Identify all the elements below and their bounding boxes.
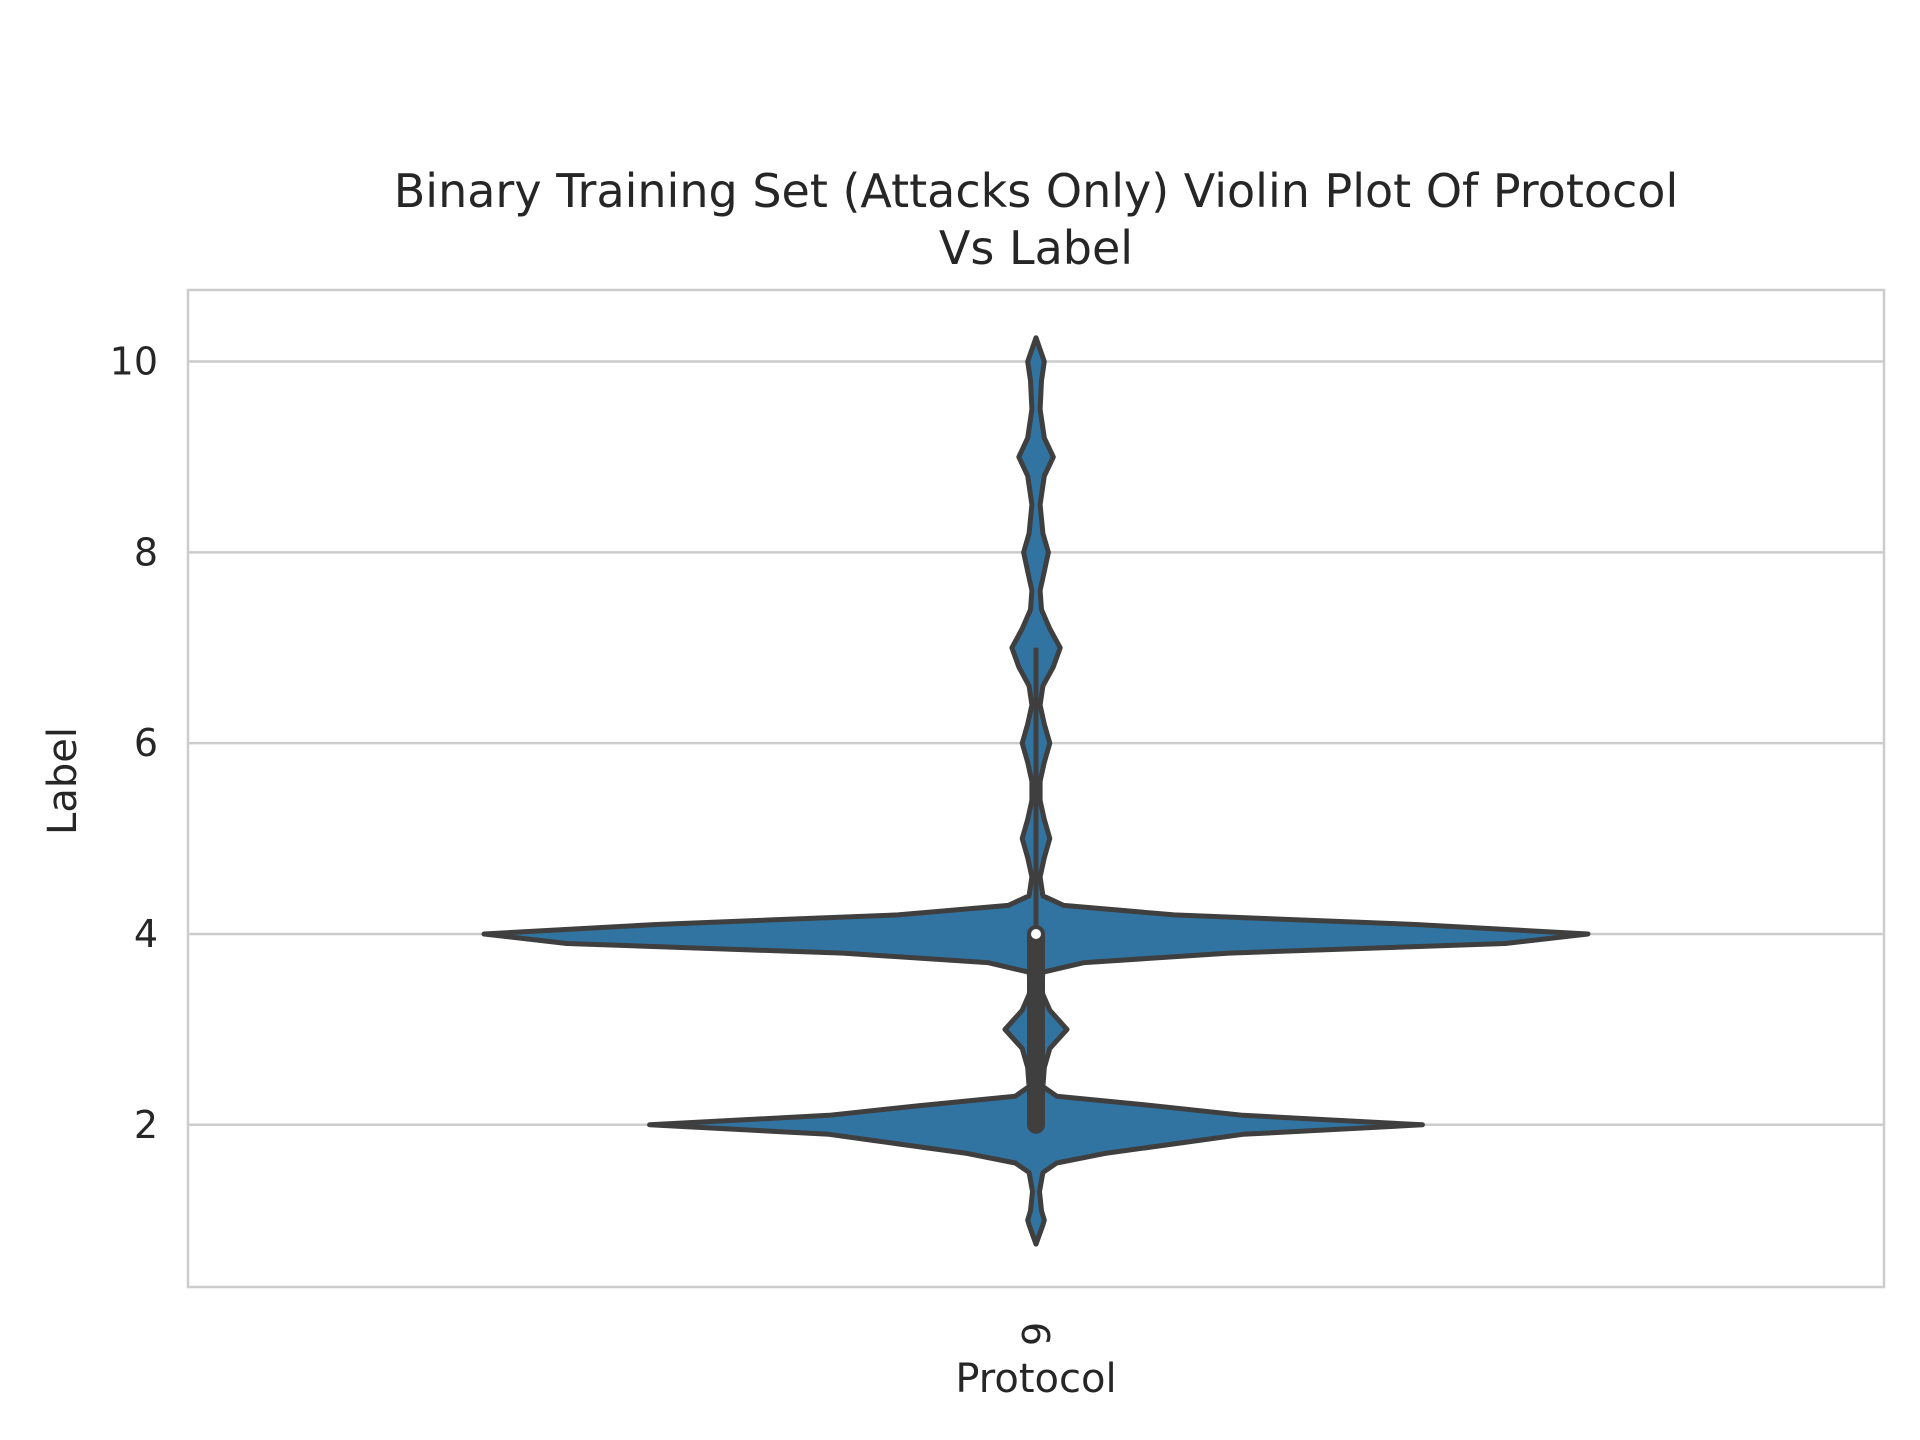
x-tick-label: 6 <box>1013 1322 1057 1346</box>
y-tick-label: 10 <box>110 340 158 384</box>
y-tick-label: 8 <box>134 530 158 574</box>
y-axis-label: Label <box>40 727 86 835</box>
y-tick-label: 2 <box>134 1103 158 1147</box>
median-dot <box>1031 928 1041 939</box>
y-tick-label: 6 <box>134 721 158 765</box>
plot-frame <box>186 288 1886 1289</box>
y-tick-labels: 2 4 6 8 10 <box>110 340 158 1147</box>
x-axis-label: Protocol <box>955 1356 1116 1402</box>
x-tick-labels: 6 <box>1013 1322 1057 1346</box>
chart-title-line-1: Binary Training Set (Attacks Only) Violi… <box>394 164 1678 218</box>
inner-box-group <box>1027 647 1045 1134</box>
y-tick-label: 4 <box>134 912 158 956</box>
chart-title-line-2: Vs Label <box>939 221 1133 275</box>
